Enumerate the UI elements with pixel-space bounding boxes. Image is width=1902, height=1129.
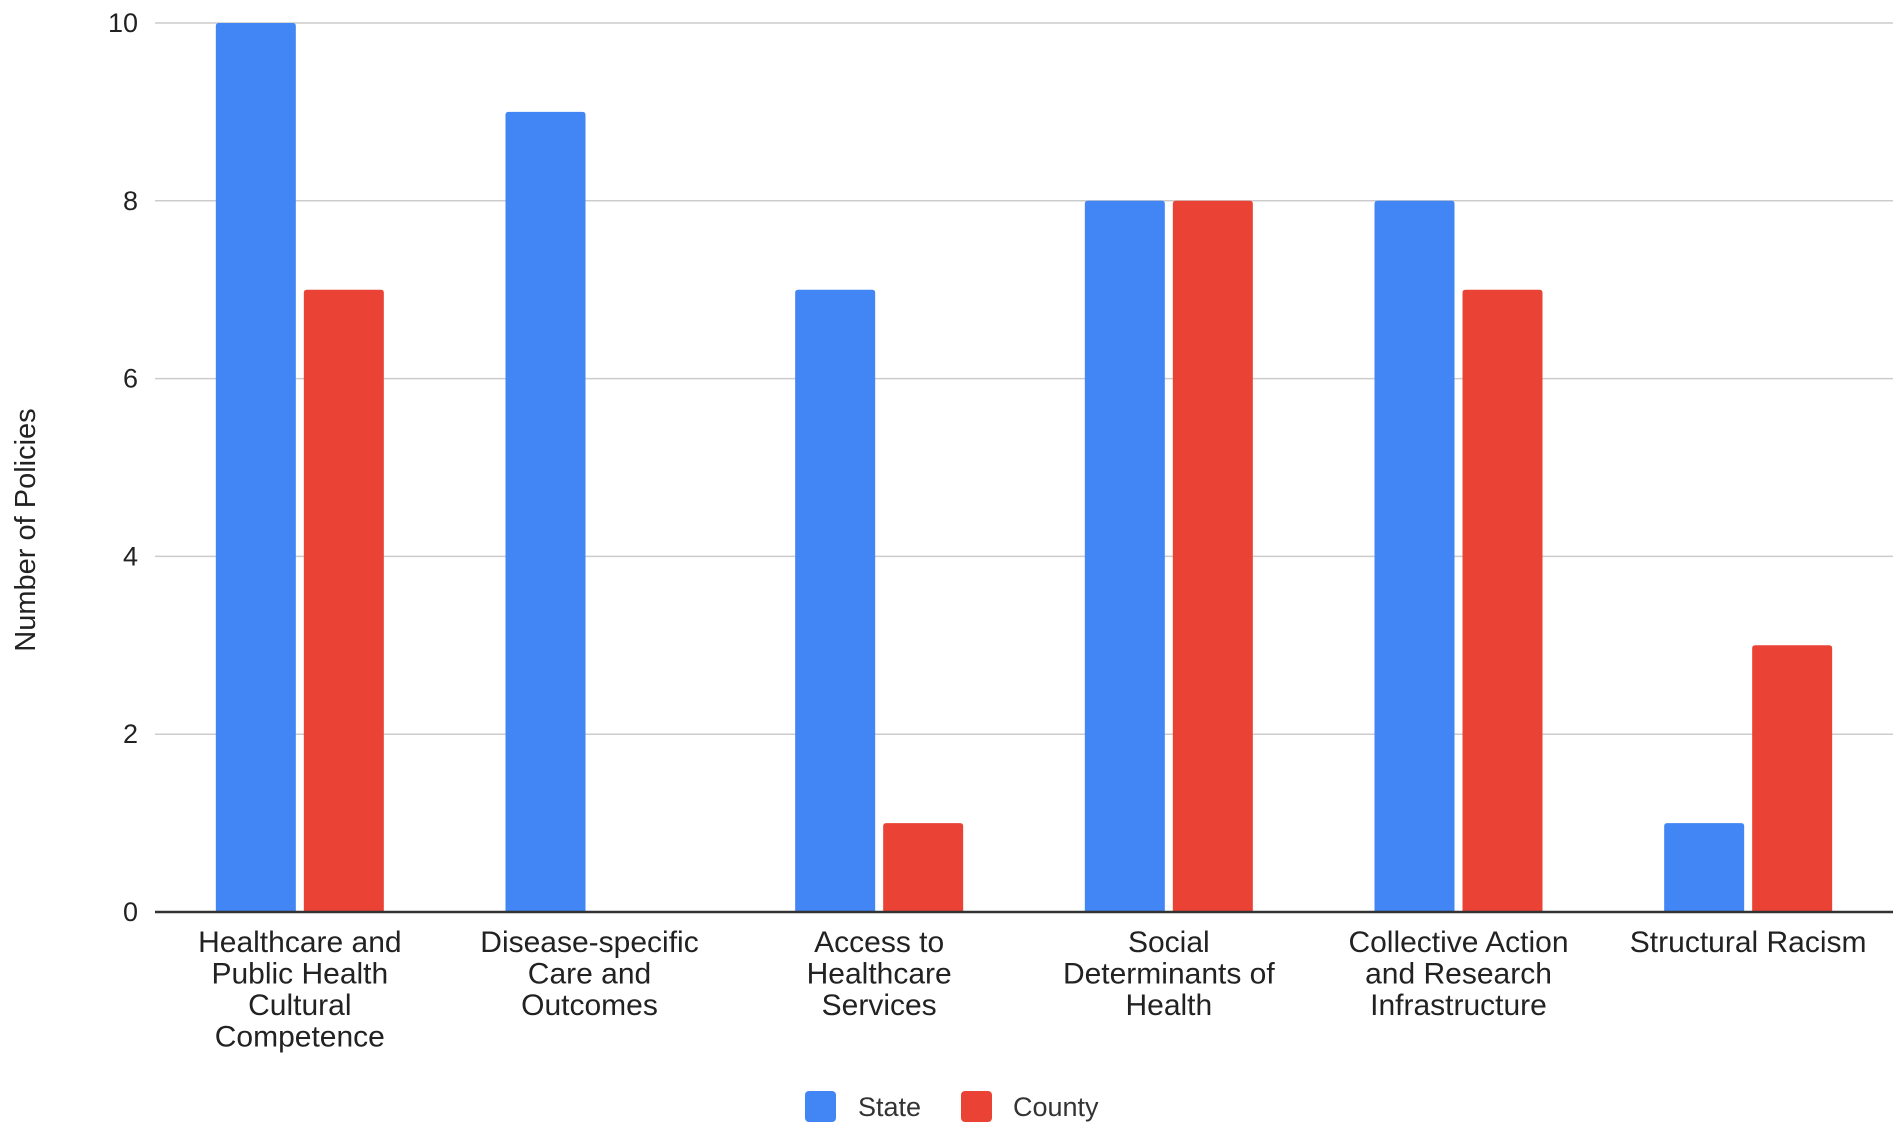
x-tick-label: Healthcare and Public Health Cultural Compe… bbox=[198, 926, 401, 1054]
y-tick-label: 6 bbox=[123, 364, 138, 394]
bar-county bbox=[303, 289, 384, 912]
bar-county bbox=[1172, 200, 1253, 913]
bar-county bbox=[1462, 289, 1543, 912]
x-tick-label: Access to Healthcare Services bbox=[807, 926, 952, 1022]
bar-state bbox=[215, 23, 296, 912]
bar-county bbox=[1752, 645, 1833, 912]
x-tick-label: Collective Action and Research Infrastruct… bbox=[1348, 926, 1568, 1022]
legend-label-county: County bbox=[1013, 1092, 1099, 1122]
y-tick-label: 0 bbox=[123, 897, 138, 927]
bar-state bbox=[795, 289, 876, 912]
legend-swatch-state bbox=[805, 1091, 836, 1122]
y-tick-label: 8 bbox=[123, 186, 138, 216]
axes: 0 2 4 6 8 10 Healthcare and Public Health Cultur… bbox=[108, 8, 1893, 1054]
gridlines bbox=[155, 22, 1893, 735]
bar-county bbox=[883, 823, 964, 912]
y-tick-label: 2 bbox=[123, 719, 138, 749]
bar-state bbox=[1084, 200, 1165, 913]
legend-swatch-county bbox=[961, 1091, 992, 1122]
bar-state bbox=[1374, 200, 1455, 913]
x-tick-label: Disease-specific Care and Outcomes bbox=[480, 926, 698, 1022]
y-tick-label: 4 bbox=[123, 541, 138, 571]
bar-state bbox=[1664, 823, 1745, 912]
y-axis-title: Number of Policies bbox=[10, 408, 42, 651]
legend: State County bbox=[805, 1091, 1099, 1122]
bars bbox=[215, 23, 1833, 913]
bar-state bbox=[505, 111, 586, 912]
x-tick-label: Structural Racism bbox=[1630, 926, 1867, 959]
x-tick-label: Social Determinants of Health bbox=[1063, 926, 1275, 1022]
legend-label-state: State bbox=[858, 1092, 921, 1122]
y-tick-label: 10 bbox=[108, 8, 138, 38]
